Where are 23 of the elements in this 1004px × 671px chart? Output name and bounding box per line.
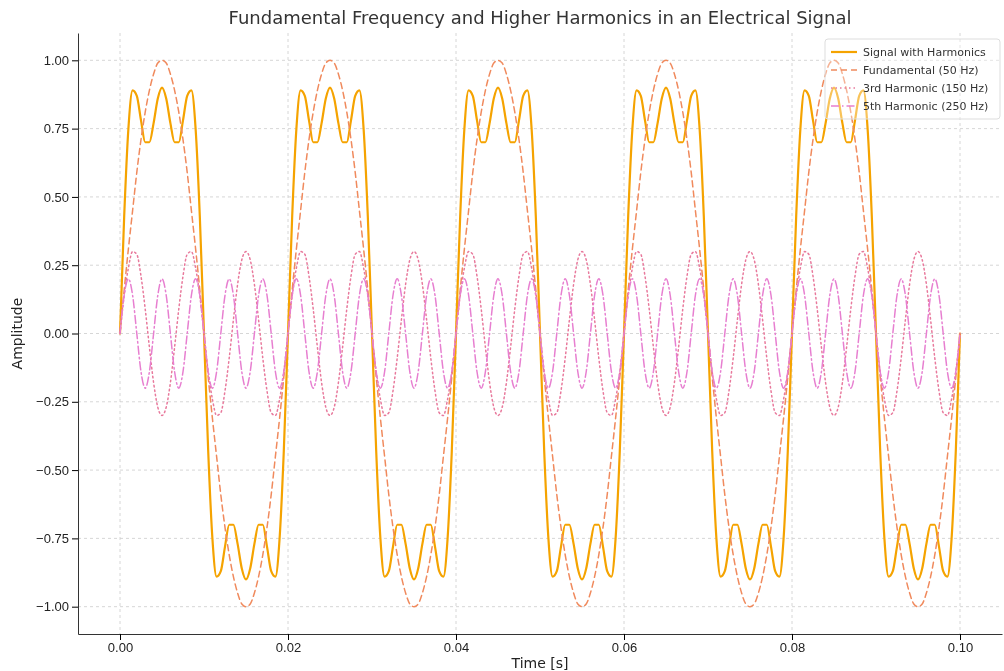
x-tick-label: 0.10	[947, 640, 974, 656]
y-tick-label: 0.50	[43, 189, 69, 205]
y-axis-title: Amplitude	[9, 297, 25, 370]
x-axis-title: Time [s]	[510, 655, 569, 671]
y-tick-label: −1.00	[36, 599, 69, 615]
y-tick-label: −0.25	[36, 394, 69, 410]
legend-label: 3rd Harmonic (150 Hz)	[863, 82, 989, 95]
x-tick-label: 0.06	[611, 640, 638, 656]
legend-label: Fundamental (50 Hz)	[863, 64, 979, 77]
x-tick-label: 0.04	[443, 640, 470, 656]
line-series	[119, 278, 961, 389]
x-tick-label: 0.08	[779, 640, 806, 656]
x-tick-label: 0.02	[275, 640, 302, 656]
x-tick-label: 0.00	[107, 640, 134, 656]
y-tick-label: −0.75	[36, 531, 69, 547]
line-series	[119, 250, 961, 417]
y-tick-label: 1.00	[43, 52, 69, 68]
chart-title: Fundamental Frequency and Higher Harmonics in an Electrical Signal	[228, 7, 852, 28]
y-tick-label: 0.75	[43, 121, 69, 137]
y-tick-label: 0.00	[43, 326, 69, 342]
y-tick-label: 0.25	[43, 257, 69, 273]
legend-label: Signal with Harmonics	[863, 46, 986, 59]
y-tick-label: −0.50	[36, 462, 69, 478]
